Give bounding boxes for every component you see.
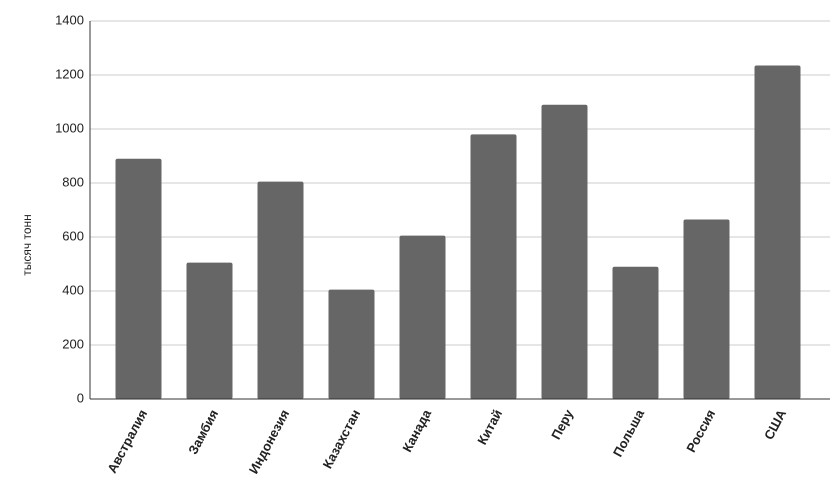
x-tick-label: Перу bbox=[548, 406, 576, 442]
y-tick-label: 1400 bbox=[55, 12, 84, 27]
bar bbox=[541, 104, 588, 399]
y-tick-label: 0 bbox=[77, 390, 84, 405]
x-tick-label: Замбия bbox=[185, 407, 221, 457]
x-tick-label: Казахстан bbox=[320, 407, 364, 471]
bar bbox=[612, 266, 659, 399]
bar bbox=[470, 134, 517, 399]
y-axis-label: тысяч тонн bbox=[20, 214, 34, 276]
x-tick-label: Канада bbox=[399, 406, 434, 454]
bar bbox=[683, 219, 730, 399]
y-tick-label: 1000 bbox=[55, 120, 84, 135]
bar bbox=[115, 158, 162, 399]
x-tick-label: Польша bbox=[610, 406, 648, 459]
bar bbox=[186, 262, 233, 399]
bar bbox=[257, 181, 304, 399]
bar bbox=[328, 289, 375, 399]
x-tick-label: США bbox=[761, 406, 789, 442]
y-tick-label: 600 bbox=[62, 228, 84, 243]
y-tick-label: 1200 bbox=[55, 66, 84, 81]
x-tick-label: Австралия bbox=[104, 407, 150, 476]
x-tick-label: Китай bbox=[474, 407, 505, 447]
x-tick-label: Индонезия bbox=[246, 407, 292, 476]
y-tick-label: 200 bbox=[62, 336, 84, 351]
bar bbox=[399, 235, 446, 399]
bar bbox=[754, 65, 801, 400]
x-tick-label: Россия bbox=[683, 407, 718, 455]
y-tick-label: 400 bbox=[62, 282, 84, 297]
y-tick-label: 800 bbox=[62, 174, 84, 189]
